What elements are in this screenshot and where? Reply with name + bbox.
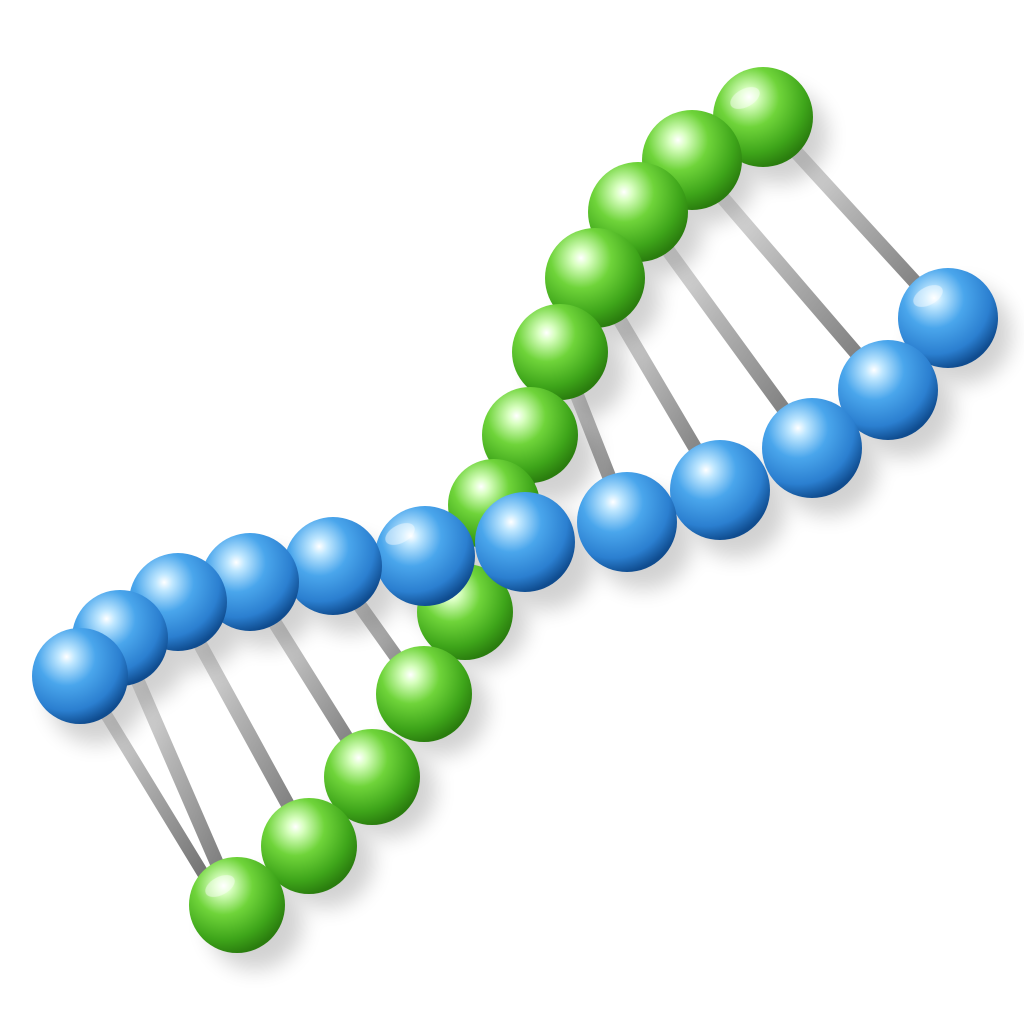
highlight-1 bbox=[730, 87, 760, 109]
blue-bead-5 bbox=[577, 472, 677, 572]
blue-bead-1 bbox=[898, 268, 998, 368]
blue-bead-3 bbox=[762, 398, 862, 498]
green-bead-10 bbox=[324, 729, 420, 825]
blue-bead-4 bbox=[670, 440, 770, 540]
green-bead-9 bbox=[376, 646, 472, 742]
green-bead-6 bbox=[482, 387, 578, 483]
green-bead-11 bbox=[261, 798, 357, 894]
blue-strand bbox=[32, 268, 998, 724]
green-strand bbox=[189, 67, 813, 953]
highlight-4 bbox=[205, 875, 235, 897]
blue-bead-6 bbox=[475, 492, 575, 592]
highlight-2 bbox=[913, 285, 943, 307]
highlight-group bbox=[205, 87, 943, 897]
green-bead-12 bbox=[189, 857, 285, 953]
blue-bead-8 bbox=[284, 517, 382, 615]
blue-bead-2 bbox=[838, 340, 938, 440]
green-bead-5 bbox=[512, 304, 608, 400]
green-bead-4 bbox=[545, 228, 645, 328]
highlight-3 bbox=[385, 523, 415, 545]
blue-bead-7 bbox=[375, 506, 475, 606]
blue-bead-12 bbox=[32, 628, 128, 724]
